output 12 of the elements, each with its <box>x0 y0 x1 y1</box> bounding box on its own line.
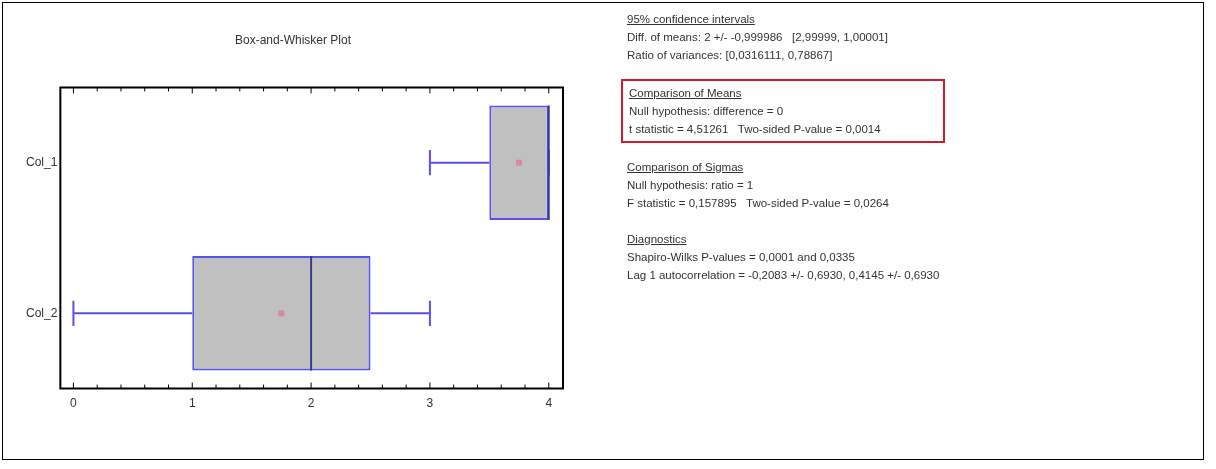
x-tick-label: 4 <box>545 396 553 411</box>
chart-title: Box-and-Whisker Plot <box>234 32 352 47</box>
x-tick-label: 3 <box>426 396 434 411</box>
y-tick-label: Col_1 <box>25 155 58 170</box>
y-tick-label: Col_2 <box>25 305 58 320</box>
text: 95% confidence intervals Diff. of means: 2 +/- -0,999986 [2,99999, 1,00001] Ratio of variances: [0,0316111, 0,78867] <box>627 12 889 63</box>
x-tick-label: 2 <box>307 396 315 411</box>
text: Diagnostics Shapiro-Wilks P-values = 0,0001 and 0,0335 Lag 1 autocorrelation = -0,2083 +/- 0,6930, 0,4145 +/- 0,6930 <box>627 232 940 283</box>
x-tick-label: 0 <box>70 396 78 411</box>
text: Comparison of Sigmas Null hypothesis: ratio = 1 F statistic = 0,157895 Two-sided P-value = 0,0264 <box>627 160 890 211</box>
text: Comparison of Means Null hypothesis: difference = 0 t statistic = 4,51261 Two-sided P-value = 0,0014 <box>629 86 882 137</box>
x-tick-label: 1 <box>188 396 196 411</box>
